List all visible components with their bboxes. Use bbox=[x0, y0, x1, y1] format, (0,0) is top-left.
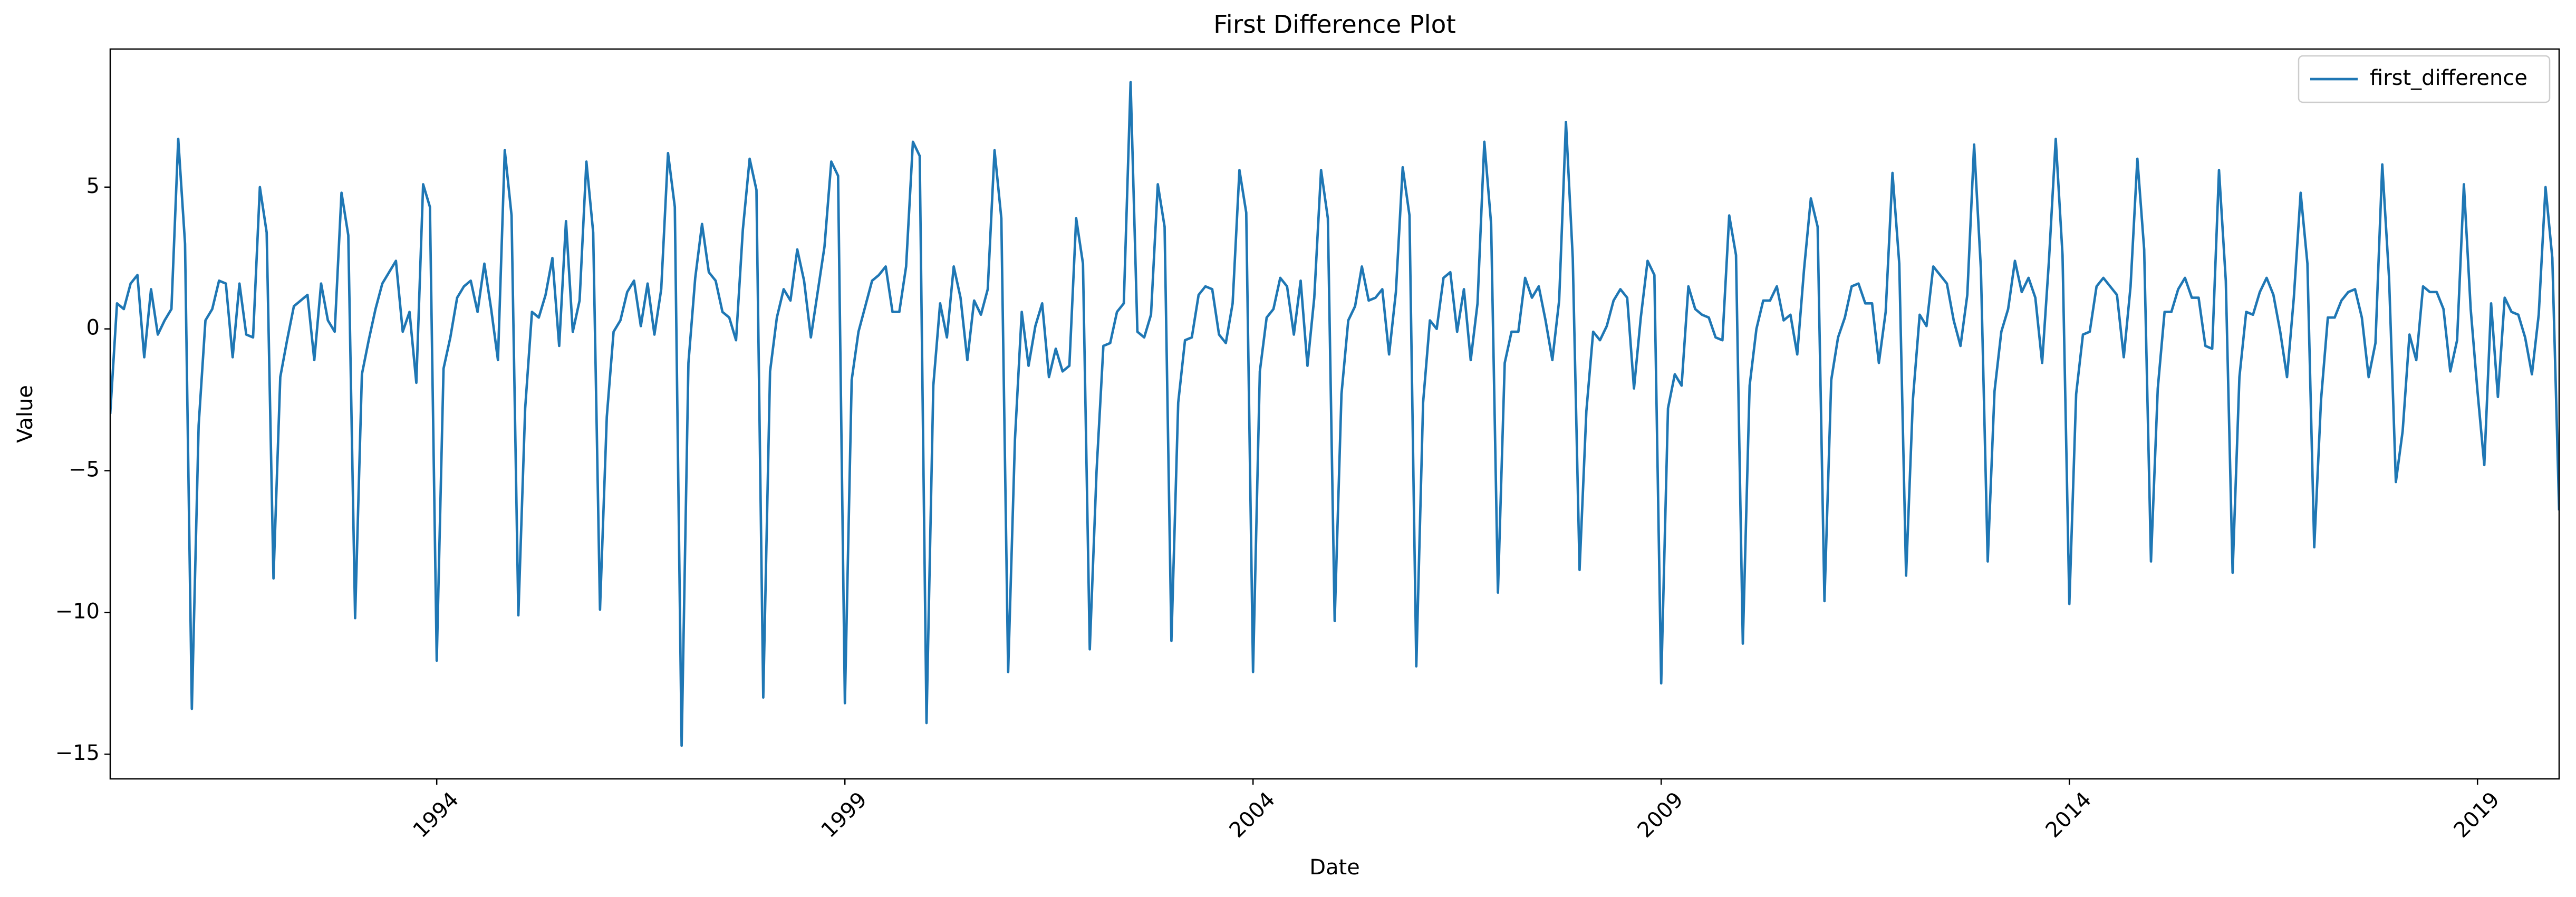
data-line bbox=[110, 81, 2559, 747]
y-tick-label: 0 bbox=[86, 316, 100, 340]
y-tick-label: −10 bbox=[55, 599, 100, 623]
y-tick-label: −15 bbox=[55, 741, 100, 765]
legend-label: first_difference bbox=[2370, 66, 2527, 90]
x-axis-label: Date bbox=[1309, 855, 1360, 880]
chart-title: First Difference Plot bbox=[1213, 11, 1456, 40]
y-tick-label: −5 bbox=[69, 458, 100, 482]
y-tick-label: 5 bbox=[86, 174, 100, 198]
plot-frame bbox=[109, 48, 2560, 780]
y-axis-label: Value bbox=[13, 385, 37, 443]
legend-box bbox=[2298, 55, 2551, 103]
